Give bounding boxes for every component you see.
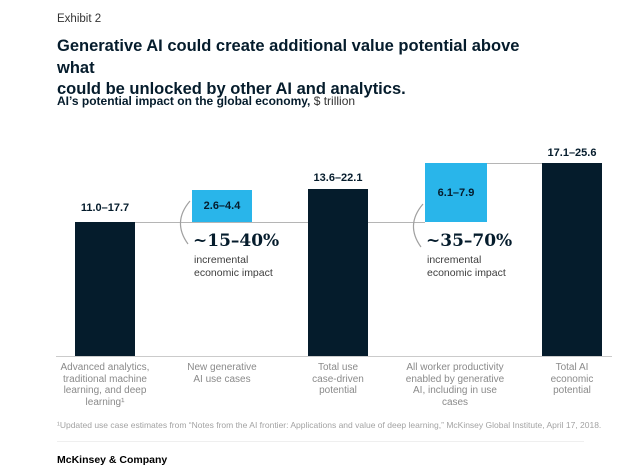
chart-subtitle: AI’s potential impact on the global econ… xyxy=(57,94,355,108)
connector-line-total-level xyxy=(487,163,542,164)
bar-total-ai-potential xyxy=(542,163,602,356)
float-box-value-label: 6.1–7.9 xyxy=(437,186,475,199)
bracket-curve-icon xyxy=(179,200,191,245)
footer-divider xyxy=(57,441,584,442)
value-label-advanced-analytics: 11.0–17.7 xyxy=(80,202,130,214)
float-box-worker-productivity: 6.1–7.9 xyxy=(425,163,487,222)
category-label-worker-productivity: All worker productivity enabled by gener… xyxy=(405,362,505,408)
bar-advanced-analytics xyxy=(75,222,135,356)
annotation-percent-2: ~35–70% xyxy=(426,231,513,251)
category-label-total-use-case: Total use case-driven potential xyxy=(312,362,364,396)
chart-subtitle-bold: AI’s potential impact on the global econ… xyxy=(57,94,311,108)
footnote: ¹Updated use case estimates from “Notes … xyxy=(57,420,602,430)
annotation-percent-1: ~15–40% xyxy=(193,231,280,251)
float-box-generative-use-cases: 2.6–4.4 xyxy=(192,190,252,222)
chart-subtitle-unit: $ trillion xyxy=(310,94,356,108)
mckinsey-brand-wordmark: McKinsey & Company xyxy=(57,454,168,466)
category-label-new-generative-use-cases: New generative AI use cases xyxy=(187,362,257,385)
float-box-value-label: 2.6–4.4 xyxy=(203,200,241,212)
category-label-total-ai: Total AI economic potential xyxy=(550,362,594,396)
exhibit-label: Exhibit 2 xyxy=(57,13,102,25)
bar-total-use-case-potential xyxy=(308,189,368,356)
x-axis-line xyxy=(56,356,612,357)
value-label-total-ai: 17.1–25.6 xyxy=(547,147,597,159)
value-label-total-use-case: 13.6–22.1 xyxy=(313,172,363,184)
annotation-caption-2: incremental economic impact xyxy=(427,254,506,279)
category-label-advanced-analytics: Advanced analytics, traditional machine … xyxy=(60,362,150,408)
connector-line-base-level xyxy=(135,222,425,223)
bracket-curve-icon xyxy=(412,203,424,248)
page-title: Generative AI could create additional va… xyxy=(57,37,520,98)
annotation-caption-1: incremental economic impact xyxy=(194,254,273,279)
